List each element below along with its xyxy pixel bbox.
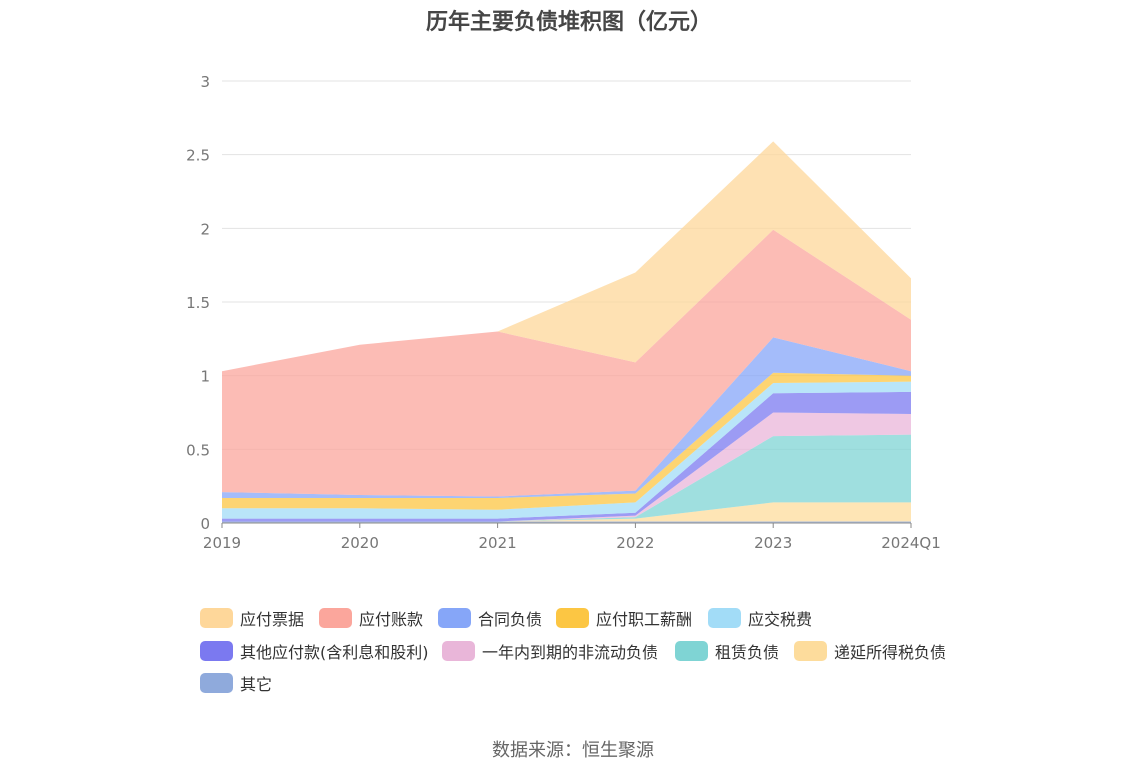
legend-item-other-payables[interactable]: 其他应付款(含利息和股利) <box>200 639 429 663</box>
x-tick-label: 2024Q1 <box>881 534 941 552</box>
chart-title: 历年主要负债堆积图（亿元） <box>425 10 712 35</box>
x-tick-label: 2021 <box>479 534 517 552</box>
y-tick-label: 2 <box>200 220 210 238</box>
legend-label: 其它 <box>240 675 273 694</box>
area-series[interactable] <box>222 381 911 519</box>
area-series-group <box>222 141 911 523</box>
x-tick-label: 2020 <box>341 534 379 552</box>
area-series[interactable] <box>222 337 911 498</box>
legend-label: 合同负债 <box>478 610 543 629</box>
legend-label: 租赁负债 <box>715 643 780 662</box>
y-tick-label: 1.5 <box>186 294 210 312</box>
legend-swatch <box>442 641 475 661</box>
area-series[interactable] <box>222 372 911 510</box>
legend-swatch <box>200 641 233 661</box>
legend-item-lease-liabilities[interactable]: 租赁负债 <box>675 639 779 663</box>
legend-item-deferred-tax[interactable]: 递延所得税负债 <box>794 639 946 663</box>
legend-item-taxes-payable[interactable]: 应交税费 <box>708 606 812 630</box>
legend-item-contract-liabilities[interactable]: 合同负债 <box>438 606 542 630</box>
legend-swatch <box>438 608 471 628</box>
y-tick-label: 0.5 <box>186 441 210 459</box>
legend-item-notes-payable[interactable]: 应付票据 <box>200 606 304 630</box>
legend-swatch <box>200 608 233 628</box>
legend-label: 一年内到期的非流动负债 <box>482 643 659 662</box>
stacked-area-chart: 0 0.5 1 1.5 2 2.5 3 2019 2020 2021 2022 2023 2024Q1 <box>186 73 941 552</box>
legend-swatch <box>794 641 827 661</box>
legend-item-payroll-payable[interactable]: 应付职工薪酬 <box>556 606 692 630</box>
legend-swatch <box>708 608 741 628</box>
x-tick-label: 2022 <box>616 534 654 552</box>
y-tick-label: 1 <box>200 368 210 386</box>
legend-label: 应付职工薪酬 <box>596 610 693 629</box>
area-series[interactable] <box>222 391 911 522</box>
y-tick-label: 2.5 <box>186 147 210 165</box>
y-tick-label: 3 <box>200 73 210 91</box>
area-series[interactable] <box>222 229 911 497</box>
x-tick-label: 2023 <box>754 534 792 552</box>
data-source-note: 数据来源：恒生聚源 <box>492 740 654 761</box>
legend-item-accounts-payable[interactable]: 应付账款 <box>319 606 423 630</box>
legend-swatch <box>675 641 708 661</box>
legend-label: 应交税费 <box>748 610 813 629</box>
legend-label: 应付账款 <box>359 610 424 629</box>
axes: 0 0.5 1 1.5 2 2.5 3 2019 2020 2021 2022 2023 2024Q1 <box>186 73 941 552</box>
legend-item-current-noncurrent[interactable]: 一年内到期的非流动负债 <box>442 639 658 663</box>
area-series[interactable] <box>222 502 911 522</box>
area-series[interactable] <box>222 412 911 522</box>
legend-swatch <box>556 608 589 628</box>
legend-label: 应付票据 <box>240 610 305 629</box>
x-tick-label: 2019 <box>203 534 241 552</box>
legend-item-other[interactable]: 其它 <box>200 671 272 695</box>
legend-swatch <box>200 673 233 693</box>
area-series[interactable] <box>222 434 911 522</box>
legend-swatch <box>319 608 352 628</box>
legend-label: 其他应付款(含利息和股利) <box>240 643 429 662</box>
y-tick-label: 0 <box>200 515 210 533</box>
legend-label: 递延所得税负债 <box>834 643 947 662</box>
area-series[interactable] <box>222 141 911 372</box>
